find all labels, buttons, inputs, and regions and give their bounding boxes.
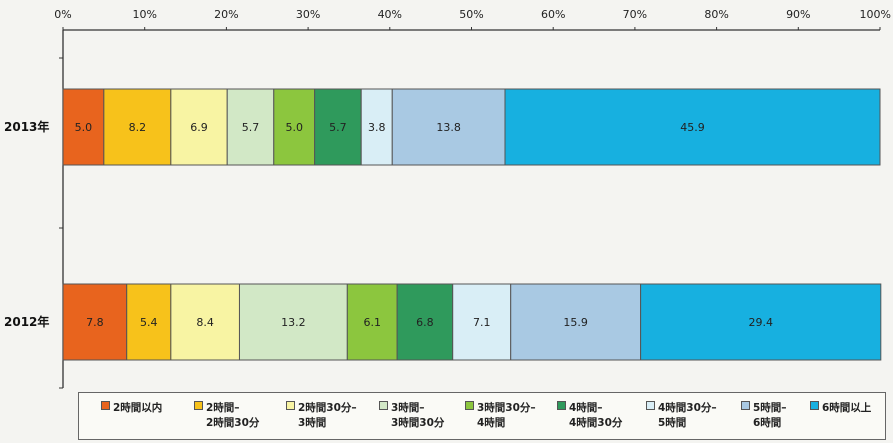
bars: 5.0 8.2 6.9 5.7 5.0 5.7 3.8 13.8 45.9 7.8 5.4 8.4 13… — [62, 88, 882, 361]
legend-label: 3時間30分– — [477, 402, 536, 414]
x-tick-label: 0% — [54, 8, 71, 21]
bar-segment — [170, 88, 228, 166]
legend-label: 4時間30分– — [658, 402, 717, 414]
legend-label-line2: 3時間 — [298, 417, 327, 429]
legend-swatch — [741, 401, 750, 410]
legend-item: 3時間30分– 4時間 — [465, 401, 536, 431]
bar-value-label: 6.1 — [363, 316, 381, 329]
bar-value-label: 13.8 — [436, 121, 461, 134]
bar-segment — [396, 283, 454, 361]
bar-value-label: 5.0 — [75, 121, 93, 134]
row-label: 2012年 — [4, 314, 49, 329]
legend-swatch — [810, 401, 819, 410]
legend-label: 6時間以上 — [822, 402, 872, 414]
bar-segment — [504, 88, 881, 166]
bar-value-label: 8.2 — [129, 121, 147, 134]
x-tick-label: 40% — [378, 8, 402, 21]
bar-segment — [510, 283, 642, 361]
bar-value-label: 6.8 — [416, 316, 434, 329]
legend-item: 2時間30分– 3時間 — [286, 401, 357, 431]
x-tick-label: 60% — [541, 8, 565, 21]
bar-value-label: 6.9 — [190, 121, 208, 134]
legend-label-line2: 6時間 — [753, 417, 782, 429]
legend-label: 3時間– — [391, 402, 425, 414]
legend-label: 2時間– — [206, 402, 240, 414]
x-axis-ticks: 0% 10% 20% 30% 40% 50% 60% 70% 80% 90% 100% — [54, 8, 891, 30]
legend-label: 2時間30分– — [298, 402, 357, 414]
legend-label-line2: 4時間30分 — [569, 417, 623, 429]
bar-value-label: 8.4 — [196, 316, 214, 329]
legend-swatch — [646, 401, 655, 410]
x-tick-label: 10% — [132, 8, 156, 21]
x-tick-label: 100% — [860, 8, 891, 21]
legend-item: 4時間30分– 5時間 — [646, 401, 717, 431]
bar-segment — [391, 88, 506, 166]
legend-label: 2時間以内 — [113, 402, 163, 414]
bar-segment — [62, 88, 105, 166]
bar-value-label: 5.7 — [329, 121, 347, 134]
legend-swatch — [194, 401, 203, 410]
legend-swatch — [379, 401, 388, 410]
legend-swatch — [101, 401, 110, 410]
bar-value-label: 29.4 — [748, 316, 773, 329]
bar-segment — [62, 283, 128, 361]
bar-value-label: 3.8 — [368, 121, 386, 134]
legend-item: 2時間– 2時間30分 — [194, 401, 259, 431]
bar-value-label: 5.0 — [285, 121, 303, 134]
x-tick-label: 80% — [704, 8, 728, 21]
bar-segment — [360, 88, 393, 166]
bar-value-label: 7.1 — [473, 316, 491, 329]
x-tick-label: 30% — [296, 8, 320, 21]
legend-swatch — [465, 401, 474, 410]
legend-label-line2: 2時間30分 — [206, 417, 260, 429]
legend: 2時間以内 2時間– 2時間30分 2時間30分– 3時間 3時間– 3時間30分 3時間30… — [78, 392, 886, 440]
legend-item: 3時間– 3時間30分 — [379, 401, 444, 431]
bar-segment — [103, 88, 172, 166]
legend-item: 6時間以上 — [810, 401, 871, 416]
x-tick-label: 70% — [623, 8, 647, 21]
x-tick-label: 50% — [459, 8, 483, 21]
bar-value-label: 7.8 — [86, 316, 104, 329]
bar-segment — [346, 283, 398, 361]
legend-label-line2: 5時間 — [658, 417, 687, 429]
bar-value-label: 15.9 — [563, 316, 588, 329]
bar-value-label: 5.7 — [242, 121, 260, 134]
legend-label: 4時間– — [569, 402, 603, 414]
legend-swatch — [286, 401, 295, 410]
row-label: 2013年 — [4, 119, 49, 134]
bar-value-label: 5.4 — [140, 316, 158, 329]
legend-item: 2時間以内 — [101, 401, 162, 416]
legend-swatch — [557, 401, 566, 410]
bar-value-label: 45.9 — [680, 121, 705, 134]
x-tick-label: 90% — [786, 8, 810, 21]
row-labels: 2013年 2012年 — [4, 119, 49, 329]
x-tick-label: 20% — [214, 8, 238, 21]
bar-segment — [273, 88, 316, 166]
legend-label: 5時間– — [753, 402, 787, 414]
bar-segment — [640, 283, 882, 361]
legend-item: 4時間– 4時間30分 — [557, 401, 622, 431]
bar-segment — [170, 283, 240, 361]
bar-segment — [126, 283, 172, 361]
bar-segment — [452, 283, 512, 361]
bar-segment — [238, 283, 348, 361]
bar-segment — [314, 88, 362, 166]
legend-label-line2: 3時間30分 — [391, 417, 445, 429]
legend-label-line2: 4時間 — [477, 417, 506, 429]
bar-value-label: 13.2 — [281, 316, 306, 329]
legend-item: 5時間– 6時間 — [741, 401, 787, 431]
